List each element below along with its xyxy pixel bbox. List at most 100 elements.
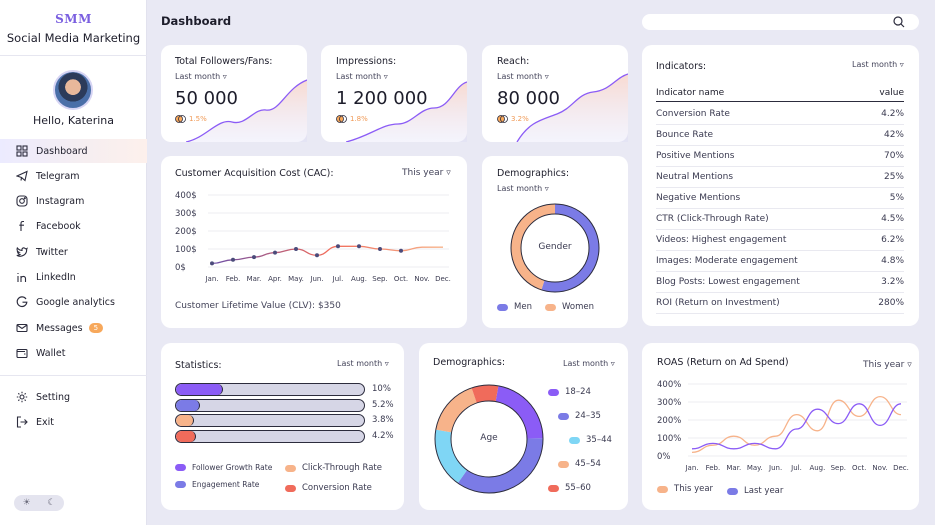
sidebar-item-instagram[interactable]: Instagram <box>0 189 147 213</box>
age-title: Demographics: <box>433 357 506 368</box>
y-tick-label: 300$ <box>175 209 197 219</box>
y-tick-label: 300% <box>657 398 681 408</box>
gender-card <box>482 156 628 328</box>
moon-icon[interactable]: ☾ <box>47 498 56 508</box>
gender-donut <box>510 203 600 293</box>
x-tick-label: Aug. <box>351 275 367 283</box>
indicator-name: Videos: Highest engagement <box>656 235 787 245</box>
legend-age-35-44: 35–44 <box>569 435 612 445</box>
exit-icon <box>16 416 28 428</box>
sidebar-item-messages[interactable]: Messages 5 <box>0 316 147 340</box>
chevron-down-icon: ▿ <box>384 359 389 368</box>
sidebar-item-label: Setting <box>36 391 71 403</box>
x-tick-label: Jun. <box>309 275 323 283</box>
stat-value: 10% <box>372 384 391 394</box>
indicator-name: Blog Posts: Lowest engagement <box>656 277 800 287</box>
indicator-value: 25% <box>883 172 904 182</box>
sidebar-item-exit[interactable]: Exit <box>0 410 147 434</box>
divider <box>0 375 147 376</box>
donut-slice <box>495 385 543 439</box>
stat-bar-fill <box>176 399 201 411</box>
legend-age-45-54: 45–54 <box>558 459 601 469</box>
period-dropdown[interactable]: Last month ▿ <box>563 359 615 368</box>
app-title: Social Media Marketing <box>6 31 141 45</box>
sidebar-item-facebook[interactable]: Facebook <box>0 214 147 238</box>
x-tick-label: Sep. <box>831 464 846 472</box>
sidebar-item-label: Twitter <box>36 246 68 258</box>
indicator-value: 3.2% <box>881 277 904 287</box>
donut-outline <box>510 203 600 293</box>
donut-outline <box>434 384 544 494</box>
period-dropdown[interactable]: Last month ▿ <box>497 72 549 81</box>
indicator-name: CTR (Click-Through Rate) <box>656 214 769 224</box>
sidebar-item-wallet[interactable]: Wallet <box>0 341 147 365</box>
kpi-title: Total Followers/Fans: <box>175 56 273 67</box>
stat-bar-fill <box>176 430 196 442</box>
period-dropdown[interactable]: Last month ▿ <box>336 72 388 81</box>
stat-bar <box>175 429 365 443</box>
y-tick-label: 200$ <box>175 227 197 237</box>
data-point <box>378 247 382 251</box>
cac-chart: 0$ 100$ 200$ 300$ 400$ Jan. Feb. Mar. Apr. May. Ju… <box>175 191 451 283</box>
sidebar-item-dashboard[interactable]: Dashboard <box>0 139 147 163</box>
series-line-this-year <box>691 395 902 454</box>
column-header: Indicator name <box>656 88 725 98</box>
stat-bar-fill <box>176 384 223 395</box>
x-tick-label: Dec. <box>435 275 451 283</box>
google-icon <box>16 296 28 308</box>
x-tick-label: Oct. <box>852 464 866 472</box>
chevron-down-icon: ▿ <box>544 184 549 193</box>
donut-outline <box>450 400 528 478</box>
gear-icon <box>16 391 28 403</box>
table-row: Images: Moderate engagement 4.8% <box>656 251 904 272</box>
legend-conversion: Conversion Rate <box>285 483 372 493</box>
gender-title: Demographics: <box>497 168 570 179</box>
x-tick-label: May. <box>288 275 304 283</box>
divider <box>0 55 147 56</box>
period-dropdown[interactable]: This year ▿ <box>402 168 451 178</box>
avatar[interactable] <box>53 70 93 110</box>
theme-toggle[interactable]: ☀ ☾ <box>14 495 64 511</box>
table-row: Positive Mentions 70% <box>656 146 904 167</box>
period-dropdown[interactable]: This year ▿ <box>863 360 912 370</box>
y-tick-label: 400% <box>657 380 681 390</box>
sidebar-item-twitter[interactable]: Twitter <box>0 240 147 264</box>
search-input[interactable] <box>642 14 919 30</box>
data-point <box>336 244 340 249</box>
indicator-name: Negative Mentions <box>656 193 741 203</box>
stat-value: 3.8% <box>372 415 394 425</box>
y-tick-label: 100$ <box>175 245 197 255</box>
indicator-name: Conversion Rate <box>656 109 730 119</box>
y-tick-label: 0$ <box>175 263 186 273</box>
messages-badge: 5 <box>88 323 104 333</box>
legend-age-55-60: 55–60 <box>548 483 591 493</box>
linkedin-icon <box>16 271 28 283</box>
indicator-name: Images: Moderate engagement <box>656 256 798 266</box>
stat-bar <box>175 414 365 427</box>
sidebar-item-setting[interactable]: Setting <box>0 385 147 409</box>
indicator-value: 5% <box>889 193 904 203</box>
indicator-name: Neutral Mentions <box>656 172 734 182</box>
sun-icon[interactable]: ☀ <box>22 498 31 508</box>
chevron-down-icon: ▿ <box>383 72 388 81</box>
page-title: Dashboard <box>161 14 232 28</box>
donut-slice <box>435 387 478 433</box>
period-dropdown[interactable]: Last month ▿ <box>337 359 389 368</box>
sidebar-item-telegram[interactable]: Telegram <box>0 164 147 188</box>
x-tick-label: Sep. <box>372 275 387 283</box>
period-dropdown[interactable]: Last month ▿ <box>175 72 227 81</box>
search-icon[interactable] <box>893 16 905 28</box>
y-tick-label: 200% <box>657 416 681 426</box>
sidebar-item-linkedin[interactable]: LinkedIn <box>0 265 147 289</box>
sidebar-item-google-analytics[interactable]: Google analytics <box>0 290 147 314</box>
stat-value: 4.2% <box>372 430 394 441</box>
period-dropdown[interactable]: Last month ▿ <box>497 184 549 193</box>
sidebar-item-label: Google analytics <box>36 296 115 308</box>
table-row: Bounce Rate 42% <box>656 125 904 146</box>
legend-men: Men <box>497 302 532 312</box>
x-tick-label: Nov. <box>414 275 429 283</box>
sidebar-item-label: Dashboard <box>36 145 88 157</box>
period-dropdown[interactable]: Last month ▿ <box>852 60 904 69</box>
trend-icon <box>497 115 508 123</box>
x-tick-label: Aug. <box>809 464 825 472</box>
